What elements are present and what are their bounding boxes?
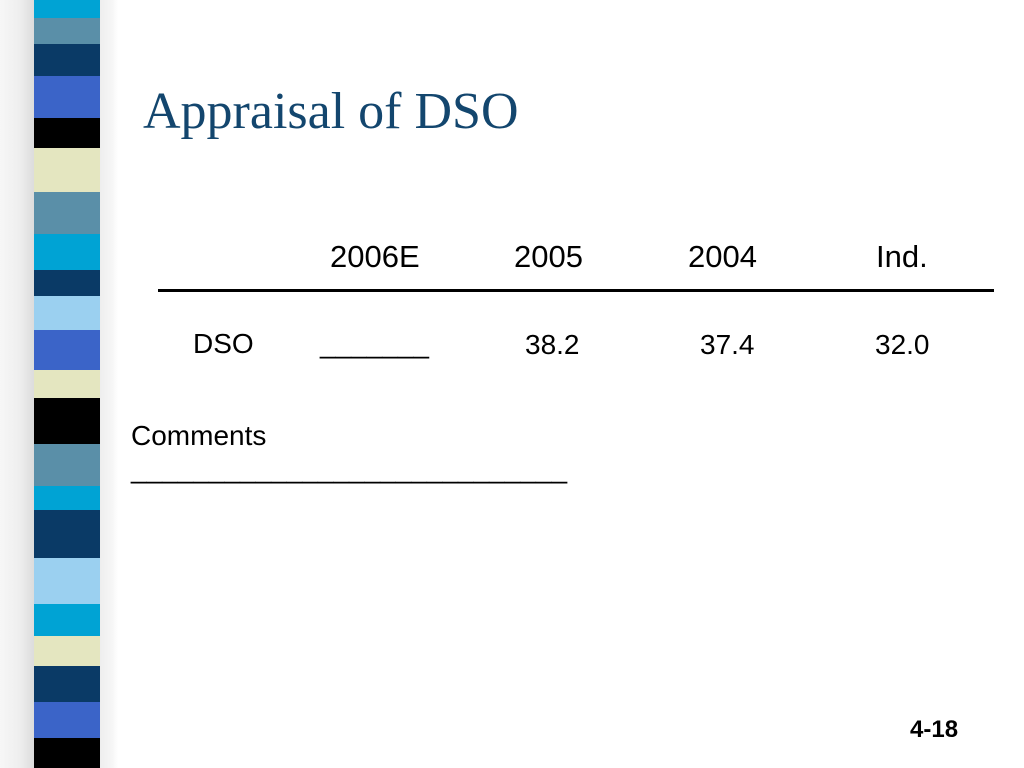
header-industry: Ind.: [876, 239, 928, 274]
dso-2006e-blank: _______: [320, 328, 430, 359]
stripe-band: [34, 604, 100, 636]
stripe-band: [34, 666, 100, 702]
page-number: 4-18: [910, 716, 959, 743]
stripe-band: [34, 270, 100, 296]
decorative-stripe-bar: [0, 0, 118, 768]
comments-blank-line: ____________________________: [131, 453, 568, 484]
stripe-band: [34, 370, 100, 398]
stripe-band: [34, 558, 100, 604]
stripe-band: [34, 398, 100, 444]
header-2004: 2004: [688, 239, 757, 274]
stripe-band: [34, 330, 100, 370]
dso-2005-value: 38.2: [525, 329, 580, 360]
stripe-band: [34, 444, 100, 486]
stripe-band: [34, 636, 100, 666]
stripe-band: [34, 148, 100, 192]
stripe-band: [34, 510, 100, 558]
stripe-band: [34, 486, 100, 510]
stripe-band: [34, 0, 100, 18]
dso-industry-value: 32.0: [875, 329, 930, 360]
comments-label: Comments: [131, 420, 267, 451]
header-2005: 2005: [514, 239, 583, 274]
stripe-band: [34, 44, 100, 76]
header-2006e: 2006E: [330, 239, 420, 274]
stripe-band: [34, 738, 100, 768]
stripe-band: [34, 234, 100, 270]
stripe-band: [34, 296, 100, 330]
dso-2004-value: 37.4: [700, 329, 755, 360]
header-rule: [158, 289, 994, 292]
stripe-band: [34, 702, 100, 738]
stripe-band: [34, 118, 100, 148]
stripe-band: [34, 18, 100, 44]
stripe-band: [34, 192, 100, 234]
stripe-column: [34, 0, 100, 768]
stripe-band: [34, 76, 100, 118]
slide-title: Appraisal of DSO: [143, 83, 519, 140]
row-label-dso: DSO: [193, 328, 254, 359]
